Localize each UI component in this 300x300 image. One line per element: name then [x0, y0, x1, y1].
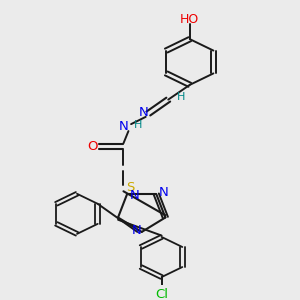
Text: H: H — [134, 120, 142, 130]
Text: N: N — [139, 106, 149, 119]
Text: H: H — [177, 92, 185, 102]
Text: N: N — [159, 186, 169, 199]
Text: O: O — [87, 140, 98, 154]
Text: Cl: Cl — [155, 288, 168, 300]
Text: N: N — [131, 224, 141, 237]
Text: S: S — [126, 182, 134, 194]
Text: HO: HO — [180, 13, 200, 26]
Text: N: N — [130, 189, 139, 202]
Text: N: N — [119, 120, 129, 133]
